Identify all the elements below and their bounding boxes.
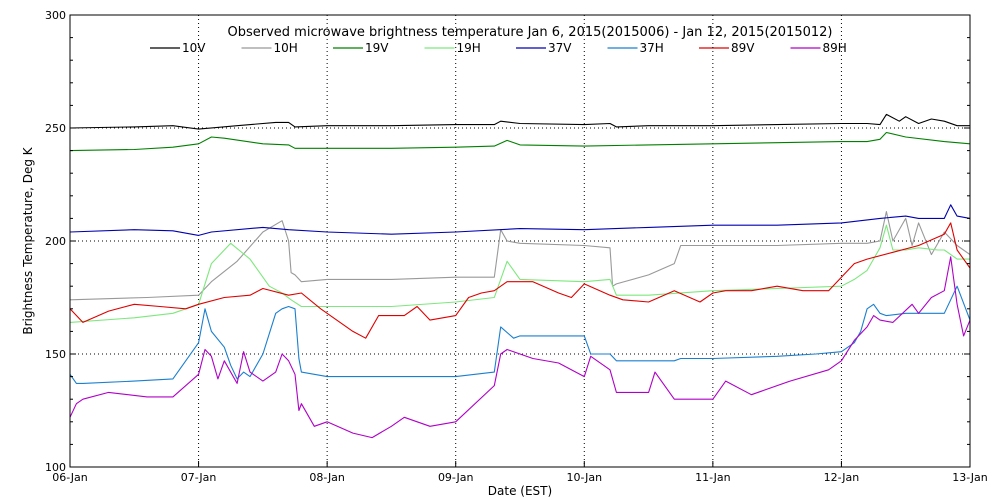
y-tick-label: 250 [45,122,66,135]
legend-label: 89V [731,41,755,55]
series-line-89h [69,256,971,439]
x-tick-label: 09-Jan [438,471,474,484]
grid-lines [70,15,970,467]
x-tick-label: 11-Jan [695,471,731,484]
series-line-19v [69,131,971,152]
y-axis: 100 150 200 250 300 [45,9,970,474]
legend-label: 37H [640,41,664,55]
y-tick-label: 100 [45,461,66,474]
series-line-37h [69,285,971,384]
x-axis-label: Date (EST) [488,484,552,498]
legend: 10V 10H 19V 19H 37V 37H 89V 89H [150,41,847,55]
series-line-37v [69,204,971,236]
x-axis: 06-Jan 07-Jan 08-Jan 09-Jan 10-Jan 11-Jan 12-J… [52,461,988,484]
legend-label: 89H [823,41,847,55]
x-tick-label: 06-Jan [52,471,88,484]
legend-label: 37V [548,41,572,55]
y-tick-label: 150 [45,348,66,361]
y-tick-label: 300 [45,9,66,22]
y-tick-label: 200 [45,235,66,248]
x-tick-label: 07-Jan [181,471,217,484]
legend-label: 10H [274,41,298,55]
legend-label: 19V [365,41,389,55]
y-axis-label: Brightness Temperature, Deg K [21,146,35,334]
series-line-89v [69,222,971,339]
x-tick-label: 12-Jan [824,471,860,484]
series-line-10h [69,211,971,301]
series-line-10v [69,113,970,130]
legend-label: 10V [182,41,206,55]
chart-title: Observed microwave brightness temperatur… [228,25,833,40]
x-tick-label: 10-Jan [567,471,603,484]
x-tick-label: 08-Jan [309,471,345,484]
x-tick-label: 13-Jan [952,471,988,484]
legend-label: 19H [457,41,481,55]
series-line-19h [69,224,970,323]
series-layer [69,113,971,439]
